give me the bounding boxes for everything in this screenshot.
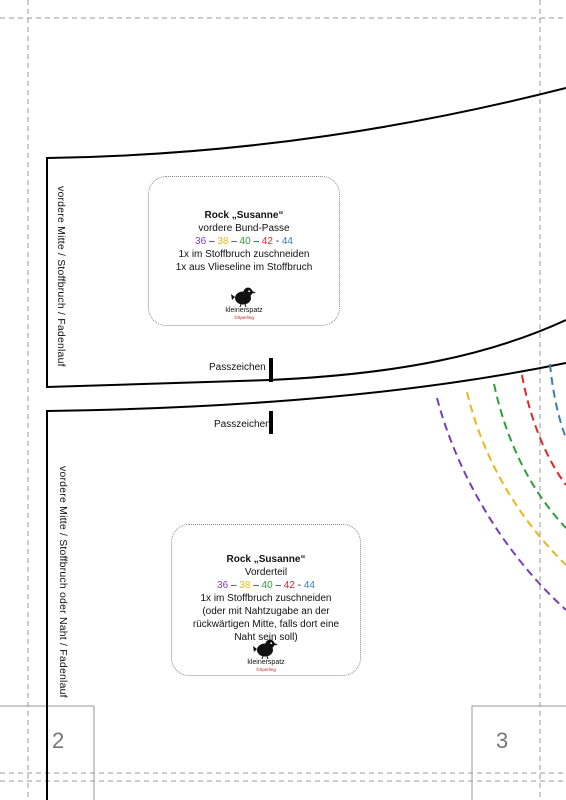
cut-instruction-4: Naht sein soll) (234, 632, 298, 643)
size-40: 40 (239, 236, 251, 247)
size-list: 36 – 38 – 40 – 42 - 44 (217, 580, 315, 591)
cut-instruction-3: rückwärtigen Mitte, falls dort eine (192, 619, 340, 630)
size-42: 42 (283, 580, 295, 591)
sparrow-icon (253, 639, 278, 659)
brand-logo: kleinerspatz ©Sperling (213, 285, 275, 327)
page-number-right: 3 (496, 728, 509, 753)
sparrow-icon (231, 287, 256, 307)
front-outline (46, 362, 566, 800)
piece-name: vordere Bund-Passe (198, 223, 290, 234)
center-front-label-yoke: vordere Mitte / Stoffbruch / Fadenlauf (55, 186, 67, 367)
size-44: 44 (303, 580, 315, 591)
size-line-40 (493, 383, 566, 529)
size-lines (436, 363, 566, 611)
notch-label-front: Passzeichen (214, 419, 271, 430)
page-number-boxes (0, 705, 566, 800)
size-40: 40 (261, 580, 273, 591)
center-front-label-front: vordere Mitte / Stoffbruch oder Naht / F… (57, 466, 69, 698)
notch-label-yoke: Passzeichen (209, 362, 266, 373)
cut-instruction-1: 1x im Stoffbruch zuschneiden (200, 593, 332, 604)
size-36: 36 (217, 580, 229, 591)
brand-logo: kleinerspatz ©Sperling (235, 637, 297, 679)
brand-name: kleinerspatz (225, 307, 263, 314)
pattern-title: Rock „Susanne“ (226, 554, 306, 565)
size-44: 44 (281, 236, 293, 247)
size-42: 42 (261, 236, 273, 247)
size-line-44 (549, 363, 566, 439)
cut-instruction-2: 1x aus Vlieseline im Stoffbruch (175, 262, 313, 273)
cut-instruction-2: (oder mit Nahtzugabe an der (202, 606, 330, 617)
size-line-36 (436, 397, 566, 611)
info-box-yoke: Rock „Susanne“ vordere Bund-Passe 36 – 3… (148, 176, 340, 326)
pattern-title: Rock „Susanne“ (204, 210, 284, 221)
cut-instruction-1: 1x im Stoffbruch zuschneiden (178, 249, 310, 260)
yoke-outline (46, 87, 566, 389)
size-36: 36 (195, 236, 207, 247)
info-box-front: Rock „Susanne“ Vorderteil 36 – 38 – 40 –… (171, 524, 361, 676)
size-line-42 (521, 374, 566, 486)
size-line-38 (466, 391, 566, 566)
page-number-left: 2 (52, 728, 65, 753)
size-38: 38 (217, 236, 229, 247)
brand-copyright: ©Sperling (234, 315, 254, 320)
piece-name: Vorderteil (244, 567, 288, 578)
brand-name: kleinerspatz (247, 659, 285, 666)
brand-copyright: ©Sperling (256, 667, 276, 672)
size-list: 36 – 38 – 40 – 42 - 44 (195, 236, 293, 247)
size-38: 38 (239, 580, 251, 591)
